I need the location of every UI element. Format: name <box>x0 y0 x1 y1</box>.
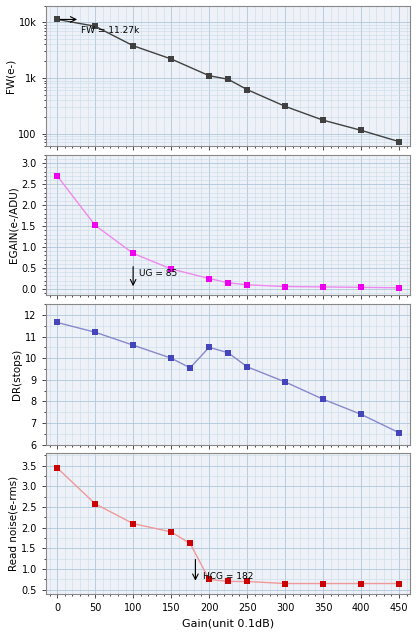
Text: FW = 11.27k: FW = 11.27k <box>82 26 140 36</box>
Y-axis label: FW(e-): FW(e-) <box>5 59 15 93</box>
Y-axis label: EGAIN(e-/ADU): EGAIN(e-/ADU) <box>8 186 18 264</box>
Text: UG = 85: UG = 85 <box>139 269 178 278</box>
Text: HCG = 182: HCG = 182 <box>203 572 253 581</box>
X-axis label: Gain(unit 0.1dB): Gain(unit 0.1dB) <box>182 618 274 628</box>
Y-axis label: Read noise(e-rms): Read noise(e-rms) <box>8 476 18 571</box>
Y-axis label: DR(stops): DR(stops) <box>12 349 22 400</box>
